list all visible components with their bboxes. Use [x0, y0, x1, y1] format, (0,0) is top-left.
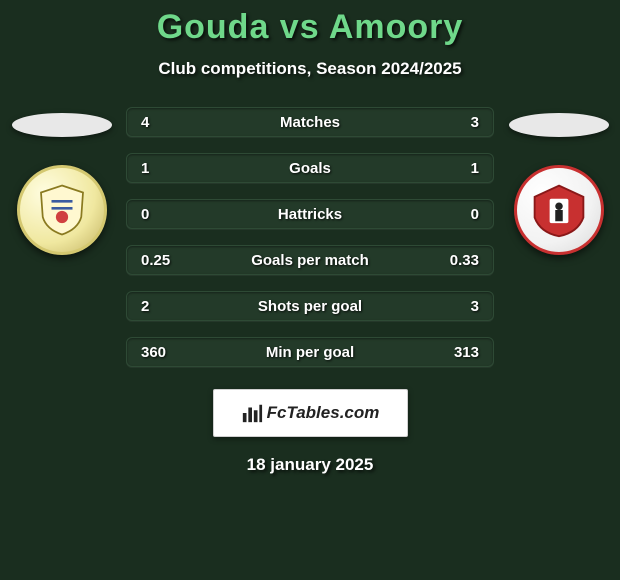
shield-icon	[34, 182, 90, 238]
left-side	[9, 107, 114, 255]
stat-left-value: 1	[141, 160, 149, 177]
stats-table: 4 Matches 3 1 Goals 1 0 Hattricks 0 0.25…	[126, 107, 494, 367]
club-badge-right	[514, 165, 604, 255]
stat-label: Goals per match	[251, 252, 369, 269]
watermark-text: FcTables.com	[267, 403, 380, 423]
stat-right-value: 0.33	[450, 252, 479, 269]
stat-row: 2 Shots per goal 3	[126, 291, 494, 321]
player-shadow-right	[509, 113, 609, 137]
stat-row: 360 Min per goal 313	[126, 337, 494, 367]
stat-label: Shots per goal	[258, 298, 362, 315]
date: 18 january 2025	[0, 455, 620, 475]
stat-right-value: 0	[471, 206, 479, 223]
comparison-body: 4 Matches 3 1 Goals 1 0 Hattricks 0 0.25…	[0, 107, 620, 367]
player-shadow-left	[12, 113, 112, 137]
subtitle: Club competitions, Season 2024/2025	[0, 59, 620, 79]
bar-chart-icon	[241, 402, 263, 424]
stat-label: Min per goal	[266, 344, 354, 361]
stat-row: 4 Matches 3	[126, 107, 494, 137]
stat-right-value: 3	[471, 298, 479, 315]
stat-row: 1 Goals 1	[126, 153, 494, 183]
club-badge-left	[17, 165, 107, 255]
emblem-icon	[529, 180, 589, 240]
stat-label: Hattricks	[278, 206, 342, 223]
stat-row: 0.25 Goals per match 0.33	[126, 245, 494, 275]
stat-left-value: 0.25	[141, 252, 170, 269]
stat-left-value: 2	[141, 298, 149, 315]
stat-row: 0 Hattricks 0	[126, 199, 494, 229]
stat-right-value: 313	[454, 344, 479, 361]
comparison-infographic: Gouda vs Amoory Club competitions, Seaso…	[0, 0, 620, 580]
stat-right-value: 3	[471, 114, 479, 131]
watermark: FcTables.com	[213, 389, 408, 437]
stat-left-value: 0	[141, 206, 149, 223]
stat-right-value: 1	[471, 160, 479, 177]
stat-left-value: 360	[141, 344, 166, 361]
stat-left-value: 4	[141, 114, 149, 131]
stat-label: Matches	[280, 114, 340, 131]
right-side	[506, 107, 611, 255]
page-title: Gouda vs Amoory	[0, 8, 620, 47]
stat-label: Goals	[289, 160, 331, 177]
